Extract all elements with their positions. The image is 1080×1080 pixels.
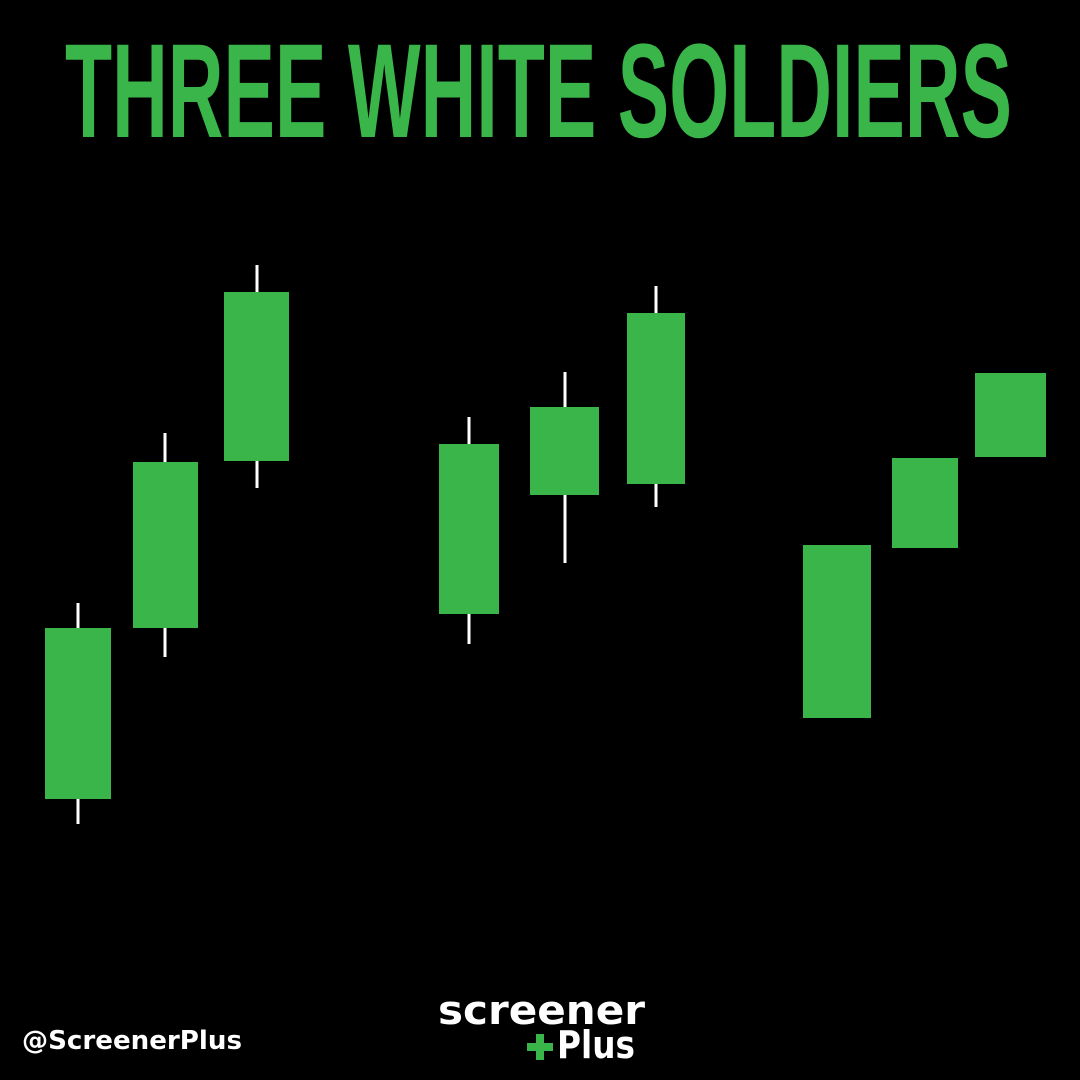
candle-body xyxy=(803,545,871,718)
candle-body xyxy=(975,373,1046,457)
logo-plus-icon xyxy=(527,1034,553,1060)
logo: screener Plus xyxy=(438,988,645,1067)
candle-body xyxy=(45,628,111,799)
candle-body xyxy=(224,292,289,461)
pattern-bodies xyxy=(45,292,1046,799)
candle-body xyxy=(530,407,599,495)
handle: @ScreenerPlus xyxy=(22,1026,242,1056)
candle-body xyxy=(133,462,198,628)
title: THREE WHITE SOLDIERS xyxy=(65,17,1012,166)
candle-body xyxy=(892,458,958,548)
logo-line1: screener xyxy=(438,988,645,1034)
candle-body xyxy=(439,444,499,614)
candle-body xyxy=(627,313,685,484)
logo-line2: Plus xyxy=(557,1023,635,1067)
